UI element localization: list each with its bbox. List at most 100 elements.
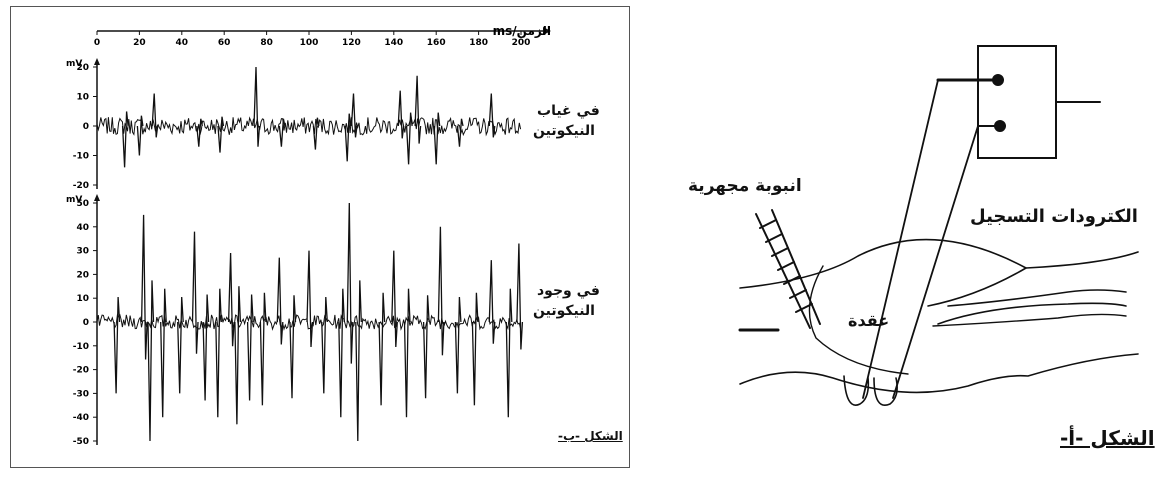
x-tick-label: 140 — [384, 38, 403, 48]
lower-y-tick-label: 40 — [76, 223, 89, 233]
upper-trace-baseline — [96, 115, 522, 137]
ganglion-label: عقدة — [848, 311, 890, 330]
upper-trace-spike — [196, 118, 203, 147]
lower-y-tick-label: 0 — [83, 318, 89, 328]
x-tick-label: 200 — [512, 38, 531, 48]
lower-y-tick-label: 30 — [76, 247, 89, 257]
upper-trace-spike — [217, 116, 225, 153]
lower-trace-spike — [306, 250, 314, 348]
lower-trace-spike — [403, 288, 411, 418]
x-tick-label: 80 — [260, 38, 273, 48]
lower-trace-spike — [422, 295, 430, 399]
lower-y-tick-label: 10 — [76, 294, 89, 304]
lower-trace-spike — [516, 243, 524, 350]
figure-b-panel: 0 20 40 60 80 100 120 140 160 180 200 20 10 0 -10 -20 50… — [10, 6, 630, 468]
upper-trace-spike — [278, 118, 286, 147]
upper-trace-spike — [456, 118, 464, 147]
upper-trace-spike — [433, 112, 441, 165]
lower-trace-spike — [113, 296, 121, 394]
recording-device-box — [977, 45, 1057, 159]
upper-trace-spike — [397, 90, 405, 139]
upper-y-tick-label: -10 — [73, 152, 89, 162]
upper-y-tick-label: 0 — [83, 122, 89, 132]
lower-trace-spike — [346, 202, 354, 364]
recording-electrodes-label: الكترودات التسجيل — [970, 206, 1138, 227]
lower-y-tick-label: 50 — [76, 199, 89, 209]
upper-trace-label-2: النيكوتين — [533, 123, 595, 139]
upper-trace-spike — [151, 93, 159, 138]
lower-trace-baseline — [96, 313, 522, 331]
upper-trace-spike — [312, 117, 320, 150]
electrode-tip-1 — [843, 375, 870, 406]
recording-electrode-2 — [892, 125, 979, 399]
lower-trace-spike — [177, 296, 184, 394]
nerve-fiber-right-1 — [927, 267, 1127, 307]
lower-trace-label-2: النيكوتين — [533, 303, 595, 319]
lower-trace-spike — [234, 286, 242, 425]
lower-y-tick-label: 20 — [76, 270, 89, 280]
lower-trace-spike — [227, 252, 235, 347]
lower-trace-spike — [471, 292, 479, 406]
lower-y-axis-arrow — [94, 194, 100, 201]
upper-trace-spike — [121, 111, 129, 168]
upper-y-tick-label: 10 — [76, 93, 89, 103]
recording-electrode-1 — [862, 79, 939, 399]
micro-tube-label: انبوبة مجهرية — [688, 176, 802, 196]
lower-trace-spike — [202, 294, 210, 401]
upper-y-tick-label: -20 — [73, 181, 89, 191]
figure-a-panel: انبوبة مجهرية الكترودات التسجيل عقدة الش… — [648, 6, 1160, 468]
lower-trace-spike — [454, 296, 462, 394]
lower-trace-spike — [391, 250, 398, 348]
figure-a-diagram — [738, 45, 1139, 406]
lower-trace-label-1: في وجود — [537, 283, 600, 299]
figure-a-caption: الشكل -أ- — [1060, 426, 1155, 450]
lower-trace-spike — [276, 257, 284, 345]
lower-y-tick-label: -20 — [73, 366, 89, 376]
lower-trace-spike — [355, 280, 362, 442]
upper-trace-unit: mV — [66, 59, 82, 69]
x-tick-label: 120 — [342, 38, 361, 48]
lower-y-tick-label: -30 — [73, 389, 89, 399]
x-tick-label: 160 — [427, 38, 446, 48]
time-axis-arrow — [543, 27, 551, 35]
lower-y-tick-label: -10 — [73, 342, 89, 352]
x-tick-label: 40 — [176, 38, 189, 48]
lower-trace-spike — [246, 294, 254, 401]
lower-trace-spike — [437, 226, 445, 356]
upper-trace-spike — [405, 112, 413, 165]
lower-trace-spike — [215, 288, 222, 418]
figure-b-caption: الشكل -ب- — [558, 429, 623, 443]
lower-y-tick-label: -50 — [73, 437, 89, 447]
x-tick-label: 100 — [300, 38, 319, 48]
upper-y-tick-label: 20 — [76, 63, 89, 73]
lower-trace-spike — [321, 296, 328, 394]
lower-y-tick-label: -40 — [73, 413, 89, 423]
lower-trace-spike — [505, 288, 513, 418]
nerve-fiber-right-2 — [937, 302, 1127, 325]
upper-trace-spike — [414, 75, 422, 144]
nerve-fiber-right-3 — [932, 313, 1127, 327]
x-tick-label: 180 — [469, 38, 488, 48]
upper-trace-label-1: في غياب — [537, 103, 600, 119]
upper-y-axis-arrow — [94, 58, 100, 65]
ganglion-outline — [739, 238, 1139, 394]
lower-trace-spike — [488, 260, 496, 344]
lower-trace-spike — [378, 292, 386, 406]
lower-trace-spike — [191, 231, 199, 354]
electrode-terminal-1 — [992, 74, 1004, 86]
lower-trace-spike — [259, 292, 267, 406]
upper-trace-spike — [253, 66, 261, 147]
lower-trace-spike — [147, 280, 155, 442]
upper-trace-spike — [344, 113, 352, 162]
lower-trace-spike — [160, 288, 167, 418]
upper-trace-spike — [350, 93, 358, 138]
electrode-tip-2 — [873, 377, 898, 406]
x-tick-label: 0 — [94, 38, 100, 48]
time-axis-label: الزمن/ms — [493, 24, 551, 38]
lower-trace-spike — [338, 288, 345, 418]
micro-tube — [755, 209, 821, 329]
upper-trace-spike — [488, 93, 496, 138]
x-tick-label: 20 — [133, 38, 146, 48]
lower-trace-spike — [289, 295, 297, 399]
x-tick-label: 60 — [218, 38, 231, 48]
